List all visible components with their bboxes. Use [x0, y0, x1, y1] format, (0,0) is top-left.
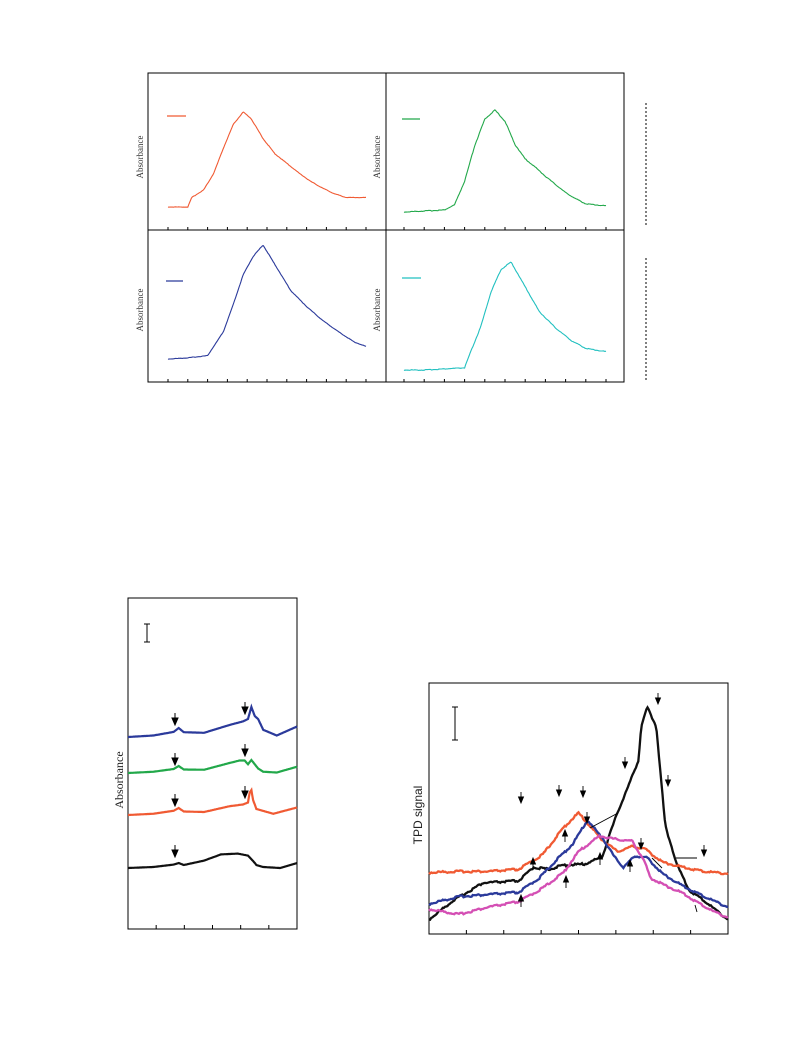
br-arrow-down-7 — [583, 812, 591, 825]
br-arrow-down-4 — [621, 757, 629, 770]
ylabel-panel-tr: Absorbance — [372, 136, 382, 179]
ylabel-panel-bl: Absorbance — [135, 289, 145, 332]
br-arrow-up-3 — [626, 858, 634, 872]
br-leader-line-2 — [651, 857, 663, 869]
br-arrow-down-8 — [637, 838, 645, 851]
br-tpd-curve-2 — [428, 810, 729, 876]
top-panel-1-curve — [167, 111, 367, 208]
bl-peak-arrow-5 — [171, 794, 179, 808]
top-panel-3-curve — [167, 245, 367, 360]
bl-x-ticks — [127, 925, 298, 929]
br-tpd-curve-3 — [428, 819, 729, 909]
bl-peak-arrow-3 — [171, 753, 179, 767]
bl-spectrum-1 — [128, 703, 298, 739]
br-arrow-down-9 — [700, 845, 708, 858]
ylabel-panel-br: Absorbance — [372, 289, 382, 332]
top-panel-4-curve — [403, 261, 607, 372]
br-arrow-down-2 — [555, 785, 563, 798]
ylabel-bottom-left: Absorbance — [112, 751, 126, 808]
bl-spectrum-4 — [128, 852, 298, 870]
top-panel-2-curve — [403, 109, 607, 213]
bl-curves — [128, 703, 298, 870]
br-arrow-down-5 — [654, 693, 662, 706]
br-arrow-down-3 — [579, 786, 587, 799]
bottom-right-panel: TPD signal — [411, 682, 729, 935]
br-arrow-up-6 — [596, 851, 604, 865]
top-curves — [167, 109, 607, 372]
br-x-ticks — [428, 930, 729, 934]
br-leader-line-1 — [589, 812, 619, 829]
bl-peak-arrow-4 — [241, 744, 249, 758]
br-arrow-up-1 — [529, 856, 537, 870]
br-tpd-curve-4 — [428, 834, 729, 919]
br-arrow-down-6 — [664, 775, 672, 788]
br-arrows — [517, 693, 708, 913]
bl-spectrum-3 — [128, 787, 298, 817]
bl-arrows — [171, 702, 249, 859]
bl-peak-arrow-6 — [241, 786, 249, 800]
top-panel-block: Absorbance Absorbance Absorbance Absorba… — [135, 72, 647, 383]
br-curves — [428, 705, 729, 921]
ylabel-bottom-right: TPD signal — [411, 786, 425, 845]
bl-frame — [127, 597, 298, 930]
ylabel-panel-tl: Absorbance — [135, 136, 145, 179]
br-arrow-up-2 — [561, 828, 569, 842]
bottom-left-panel: Absorbance — [112, 597, 298, 930]
bl-scale-bar — [144, 623, 150, 643]
br-leader-line-4 — [694, 904, 698, 913]
bl-peak-arrow-1 — [171, 713, 179, 727]
br-arrow-down-1 — [517, 792, 525, 805]
br-arrow-up-5 — [517, 893, 525, 907]
br-arrow-up-4 — [562, 874, 570, 888]
br-scale-bar — [452, 706, 458, 741]
top-x-ticks — [167, 227, 607, 382]
bl-spectrum-2 — [128, 758, 298, 775]
bl-peak-arrow-7 — [171, 845, 179, 859]
bl-peak-arrow-2 — [241, 702, 249, 716]
